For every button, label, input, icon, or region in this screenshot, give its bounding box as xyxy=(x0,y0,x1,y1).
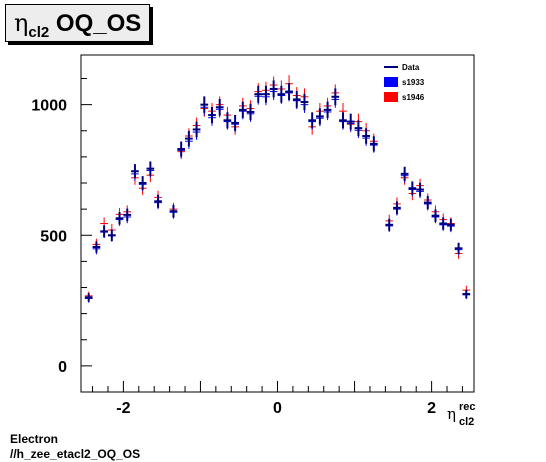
y-tick-label: 0 xyxy=(58,359,67,376)
x-tick-label: 0 xyxy=(273,400,282,417)
series-data xyxy=(84,80,471,302)
legend-label-s1946: s1946 xyxy=(402,93,425,102)
y-tick-label: 500 xyxy=(40,228,67,245)
histogram-title: ηcl2 OQ_OS xyxy=(14,9,141,41)
title-subscript: cl2 xyxy=(28,23,50,41)
legend-swatch-s1946 xyxy=(384,92,398,102)
x-tick-label: 2 xyxy=(427,400,436,417)
plot-frame xyxy=(80,54,475,393)
x-axis-eta-symbol: η xyxy=(447,405,456,423)
axes-layer: -2 0 2 0 500 1000 xyxy=(31,54,475,417)
histogram-title-box: ηcl2 OQ_OS xyxy=(5,4,150,42)
title-main: OQ_OS xyxy=(55,10,142,37)
footer-particle-label: Electron xyxy=(10,432,59,446)
legend-swatch-s1933 xyxy=(384,77,398,87)
x-tick-label: -2 xyxy=(116,400,130,417)
title-eta-symbol: η xyxy=(14,9,29,37)
data-marks-layer xyxy=(84,75,471,303)
legend-label-data: Data xyxy=(402,63,420,72)
y-tick-label: 1000 xyxy=(31,98,67,115)
x-axis-subscript: cl2 xyxy=(459,416,475,428)
legend-label-s1933: s1933 xyxy=(402,78,425,87)
x-axis-superscript: rec xyxy=(459,401,476,413)
legend: Data s1933 s1946 xyxy=(384,63,425,102)
footer-histogram-path: //h_zee_etacl2_OQ_OS xyxy=(10,447,141,461)
x-axis-label: η rec cl2 xyxy=(447,401,476,428)
